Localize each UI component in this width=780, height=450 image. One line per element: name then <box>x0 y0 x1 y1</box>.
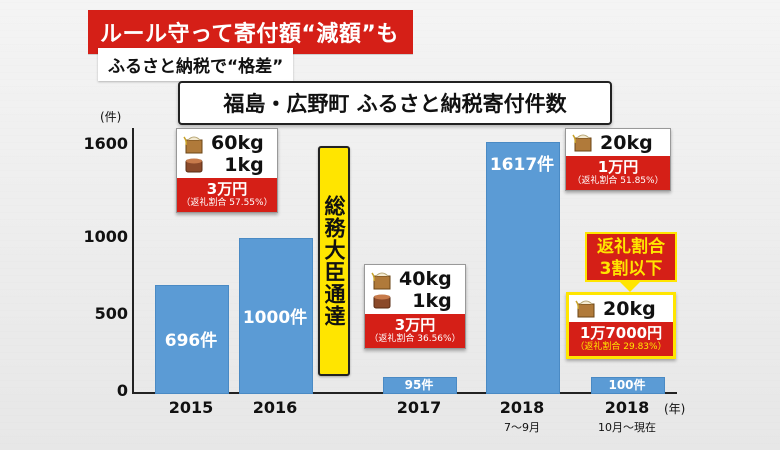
y-tick-label: 0 <box>116 381 128 400</box>
miso-tub-icon <box>373 294 391 309</box>
gift-weight-secondary: 1kg <box>224 154 264 176</box>
ministry-notice-text: 総務大臣通達 <box>322 195 346 327</box>
ministry-notice-sign: 総務大臣通達 <box>318 146 350 376</box>
bar-2 <box>383 377 457 394</box>
callout-line-1: 返礼割合 <box>597 237 665 257</box>
gift-weight-primary: 60kg <box>211 132 264 154</box>
x-axis-unit: (年) <box>664 402 686 416</box>
gift-weight-primary: 20kg <box>600 132 653 154</box>
gift-card-2017: 40kg 1kg 3万円 （返礼割合 36.56%） <box>364 264 466 349</box>
gift-weight-primary: 40kg <box>399 268 452 290</box>
gift-price: 1万円 <box>597 158 639 176</box>
bar-value-label: 95件 <box>404 378 434 393</box>
rice-bag-icon <box>572 134 592 152</box>
gift-return-rate: （返礼割合 57.55%） <box>181 198 273 208</box>
y-axis-unit: (件) <box>100 110 122 124</box>
x-tick-label: 2018 <box>604 398 650 417</box>
gift-card-2018-q4: 20kg 1万7000円 （返礼割合 29.83%） <box>566 292 676 359</box>
y-tick-label: 1000 <box>83 226 128 246</box>
bar-0 <box>155 284 229 394</box>
headline-banner: ルール守って寄付額“減額”も <box>88 10 413 54</box>
bar-value-label: 1617件 <box>489 155 555 176</box>
gift-return-rate: （返礼割合 51.85%） <box>572 176 664 186</box>
subheadline-banner: ふるさと納税で“格差” <box>98 48 294 81</box>
y-tick-label: 1600 <box>83 134 128 153</box>
bar-4 <box>591 376 665 394</box>
bar-3 <box>486 142 560 394</box>
gift-card-2018-q3: 20kg 1万円 （返礼割合 51.85%） <box>565 128 671 191</box>
rice-bag-icon <box>575 300 595 318</box>
gift-weight-secondary: 1kg <box>412 290 452 312</box>
x-tick-sublabel: 10月～現在 <box>598 421 656 434</box>
callout-line-2: 3割以下 <box>599 259 663 279</box>
gift-price: 1万7000円 <box>579 324 663 342</box>
bar-1 <box>239 237 313 394</box>
gift-price: 3万円 <box>394 316 436 334</box>
gift-return-rate: （返礼割合 36.56%） <box>369 334 461 344</box>
gift-return-rate: （返礼割合 29.83%） <box>575 342 667 352</box>
return-rate-callout: 返礼割合 3割以下 <box>585 232 677 282</box>
bar-value-label: 696件 <box>164 331 218 352</box>
gift-card-2015: 60kg 1kg 3万円 （返礼割合 57.55%） <box>176 128 278 213</box>
bar-value-label: 1000件 <box>242 307 308 328</box>
bar-value-label: 100件 <box>608 377 646 392</box>
miso-tub-icon <box>185 158 203 173</box>
y-tick-label: 500 <box>94 303 128 323</box>
gift-weight-primary: 20kg <box>603 298 656 320</box>
x-tick-sublabel: 7～9月 <box>504 421 540 434</box>
rice-bag-icon <box>183 136 203 154</box>
x-tick-label: 2017 <box>396 398 442 417</box>
x-tick-label: 2018 <box>499 398 545 417</box>
x-tick-label: 2016 <box>252 398 298 417</box>
chart-title: 福島・広野町 ふるさと納税寄付件数 <box>178 81 612 125</box>
x-tick-label: 2015 <box>168 398 214 417</box>
callout-arrow-icon <box>620 282 640 292</box>
gift-price: 3万円 <box>206 180 248 198</box>
rice-bag-icon <box>371 272 391 290</box>
y-axis-line <box>132 128 134 393</box>
